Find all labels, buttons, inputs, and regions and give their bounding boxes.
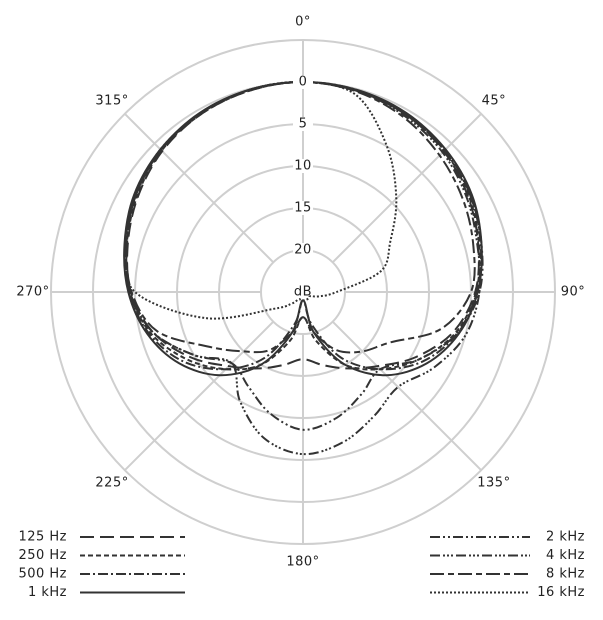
angle-label: 90° [561, 285, 586, 300]
angle-label: 135° [477, 475, 510, 490]
tick-label-bg [293, 159, 313, 173]
legend-label: 16 kHz [537, 585, 585, 600]
tick-label-bg [293, 117, 313, 131]
spoke [331, 113, 482, 264]
tick-label-bg [293, 201, 313, 215]
legend-label: 1 kHz [28, 585, 67, 600]
legend-label: 125 Hz [18, 530, 67, 545]
tick-label-bg [293, 243, 313, 257]
angle-label: 45° [482, 94, 507, 109]
legend-label: 2 kHz [546, 530, 585, 545]
spoke [124, 113, 275, 264]
legend-label: 4 kHz [546, 548, 585, 563]
angle-label: 0° [295, 15, 311, 30]
series-group [123, 80, 484, 456]
angle-label: 225° [95, 475, 128, 490]
spoke [124, 320, 275, 471]
r-tick-label: 15 [294, 201, 312, 216]
r-tick-label: 20 [294, 243, 312, 258]
r-tick-label: 0 [299, 75, 308, 90]
tick-label-bg [293, 75, 313, 89]
legend-label: 250 Hz [18, 548, 67, 563]
series-line [125, 80, 476, 354]
legend-label: 8 kHz [546, 567, 585, 582]
legend-label: 500 Hz [18, 567, 67, 582]
spoke [331, 320, 482, 471]
angle-label: 315° [95, 94, 128, 109]
angle-label: 270° [16, 285, 49, 300]
series-line [124, 80, 398, 320]
angle-label: 180° [286, 555, 319, 570]
r-tick-label: 10 [294, 159, 312, 174]
r-tick-label: 5 [299, 117, 308, 132]
r-axis-label: dB [294, 285, 312, 300]
